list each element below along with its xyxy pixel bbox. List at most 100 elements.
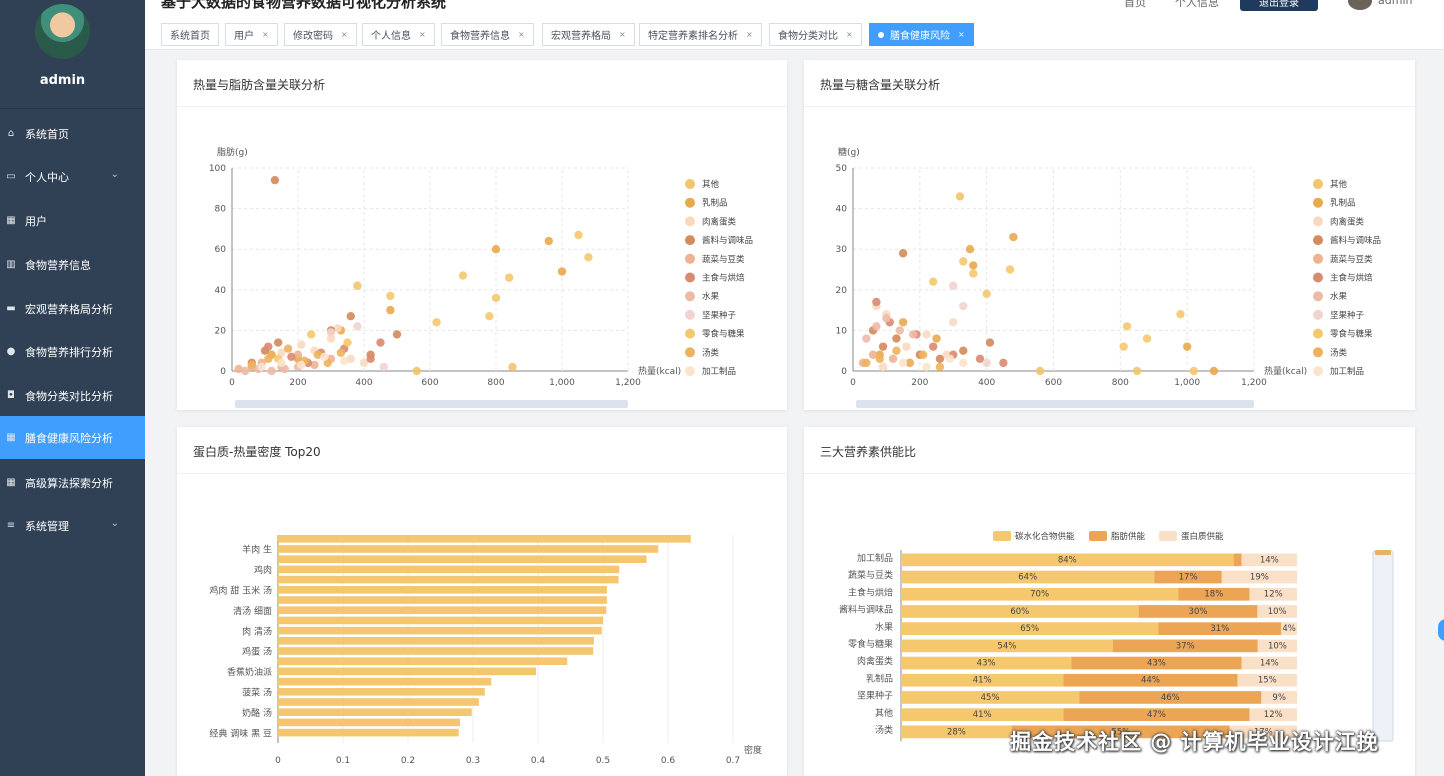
data-point (902, 342, 911, 351)
data-point (340, 356, 349, 366)
tab-label: 个人信息 (371, 31, 411, 42)
bar-segment (901, 691, 1080, 704)
legend-label: 乳制品 (1330, 198, 1356, 209)
data-label: 28% (947, 727, 966, 737)
panel-title: 热量与糖含量关联分析 (820, 78, 941, 92)
tab-bar: 系统首页 用户 × 修改密码 × 个人信息 × 食物营养信息 × 宏观营养格局 × 特定营养素排名分析… (145, 20, 1444, 50)
sugar-scatter-chart[interactable]: 0 10 20 30 40 50 0 200 400 600 800 1,000 1,200 糖(g) 热量… (804, 60, 1415, 410)
data-label: 43% (977, 659, 996, 669)
bar-segment (1063, 673, 1238, 687)
data-point (932, 334, 941, 343)
sidebar-item-7[interactable]: ▦ 膳食健康风险分析 (0, 416, 145, 459)
y-tick-label: 60 (215, 245, 227, 255)
data-point (1189, 366, 1199, 376)
y-tick-label: 经典 调味 黑 豆 (209, 727, 272, 739)
data-point (333, 324, 342, 333)
x-tick-label: 0.7 (726, 756, 740, 766)
floating-side-button[interactable] (1438, 619, 1444, 641)
y-tick-label: 40 (215, 286, 227, 296)
bar-segment (901, 605, 1139, 618)
tab-label: 系统首页 (170, 31, 210, 42)
close-icon[interactable]: × (619, 30, 626, 39)
data-label: 10% (1268, 607, 1287, 617)
data-point (878, 342, 888, 351)
close-icon[interactable]: × (958, 30, 965, 39)
close-icon[interactable]: × (341, 30, 348, 39)
legend-label: 蛋白质供能 (1181, 531, 1224, 542)
legend-label: 酱料与调味品 (1330, 235, 1381, 246)
x-tick-label: 400 (355, 378, 372, 388)
bar-segment (1071, 656, 1242, 670)
data-point (386, 305, 395, 315)
logout-button[interactable]: 退出登录 (1240, 0, 1318, 11)
data-point (247, 360, 256, 370)
tab-label: 膳食健康风险 (890, 31, 950, 42)
sidebar-item-label: 食物分类对比分析 (25, 389, 113, 403)
data-point (432, 318, 441, 327)
data-point (982, 358, 991, 368)
data-point (868, 350, 878, 359)
data-point (491, 293, 501, 303)
sidebar-item-0[interactable]: ⌂ 系统首页 (0, 112, 145, 155)
avatar[interactable] (35, 4, 90, 59)
sidebar-item-label: 高级算法探索分析 (25, 476, 113, 490)
user-center-icon: ▭ (6, 171, 16, 182)
user-avatar[interactable] (1348, 0, 1372, 10)
sidebar-item-8[interactable]: ▦ 高级算法探索分析 (0, 461, 145, 504)
close-icon[interactable]: × (846, 30, 853, 39)
sidebar-item-6[interactable]: ◘ 食物分类对比分析 (0, 374, 145, 417)
profile-link[interactable]: 个人信息 (1175, 0, 1219, 9)
bar-segment (901, 673, 1064, 687)
sidebar-item-5[interactable]: ● 食物营养排行分析 (0, 330, 145, 373)
data-point (1009, 232, 1018, 242)
data-point (918, 350, 928, 359)
tab-4[interactable]: 食物营养信息 × (441, 23, 534, 46)
close-icon[interactable]: × (518, 30, 525, 39)
tab-2[interactable]: 修改密码 × (284, 23, 357, 46)
data-label: 60% (1010, 607, 1029, 617)
tab-1[interactable]: 用户 × (225, 23, 278, 46)
home-link[interactable]: 首页 (1124, 0, 1146, 9)
tab-6[interactable]: 特定营养素排名分析 × (639, 23, 762, 46)
close-icon[interactable]: × (262, 30, 269, 39)
data-point (264, 342, 273, 351)
bar-segment (1257, 639, 1297, 653)
home-icon: ⌂ (7, 128, 15, 139)
data-point (508, 362, 517, 372)
close-icon[interactable]: × (419, 30, 426, 39)
legend-marker (1313, 309, 1323, 320)
data-point (965, 245, 975, 254)
data-point (1142, 334, 1152, 343)
bar (278, 535, 691, 543)
y-tick-label: 鸡蛋 汤 (242, 646, 272, 658)
data-point (935, 362, 945, 372)
data-point (241, 366, 250, 376)
data-point (346, 311, 355, 321)
close-icon[interactable]: × (746, 30, 753, 39)
sidebar-item-4[interactable]: ▬ 宏观营养格局分析 (0, 287, 145, 330)
bar-segment (1237, 673, 1297, 687)
tab-3[interactable]: 个人信息 × (362, 23, 435, 46)
data-point (346, 354, 355, 364)
data-point (283, 344, 293, 353)
protein-density-chart[interactable]: 0 0.1 0.2 0.3 0.4 0.5 0.6 0.7 密度 经典 调味 黑 豆 奶酪 汤 菠菜 … (177, 427, 787, 776)
data-point (1122, 322, 1132, 331)
data-label: 10% (1268, 641, 1287, 651)
fat-scatter-chart[interactable]: 0 20 40 60 80 100 0 200 400 600 800 1,000 1,200 脂肪(g)… (177, 60, 787, 410)
tab-5[interactable]: 宏观营养格局 × (542, 23, 635, 46)
bar-segment (1233, 553, 1242, 567)
sidebar-item-2[interactable]: ▦ 用户 (0, 199, 145, 242)
sidebar-item-9[interactable]: ≡ 系统管理 ⌄ (0, 504, 145, 547)
tab-8[interactable]: 膳食健康风险 × (869, 23, 974, 46)
sidebar-item-3[interactable]: ▥ 食物营养信息 (0, 243, 145, 286)
legend-marker (1313, 366, 1323, 376)
sidebar-item-1[interactable]: ▭ 个人中心 ⌄ (0, 155, 145, 198)
data-point (386, 291, 395, 301)
bar-segment (901, 622, 1159, 635)
legend-label: 坚果种子 (702, 310, 737, 321)
data-label: 12% (1264, 590, 1283, 600)
data-point (949, 318, 958, 327)
tab-7[interactable]: 食物分类对比 × (769, 23, 862, 46)
tab-0[interactable]: 系统首页 (161, 23, 219, 46)
